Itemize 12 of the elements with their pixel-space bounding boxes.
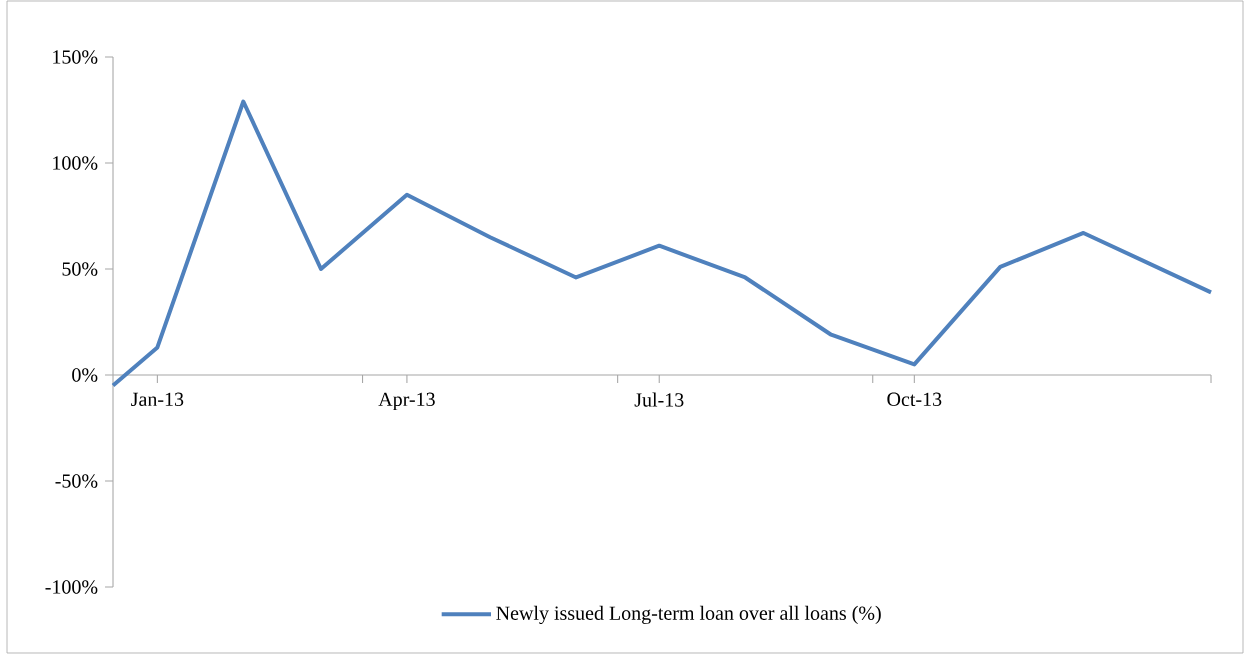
x-tick-label: Oct-13	[887, 392, 942, 407]
x-tick-label: Jan-13	[131, 392, 184, 407]
y-tick-label: 0%	[72, 368, 98, 382]
y-tick-label: 50%	[62, 262, 98, 276]
x-tick-label: Apr-13	[378, 392, 435, 411]
line-series	[111, 99, 1214, 388]
x-tick-label: Jul-13	[634, 392, 684, 407]
y-tick-label: 150%	[53, 50, 98, 64]
y-tick-label: 100%	[53, 156, 98, 170]
legend-label: Newly issued Long-term loan over all loans (%)	[496, 605, 881, 625]
y-tick-label: -100%	[45, 580, 98, 594]
y-tick-label: -50%	[55, 474, 98, 488]
